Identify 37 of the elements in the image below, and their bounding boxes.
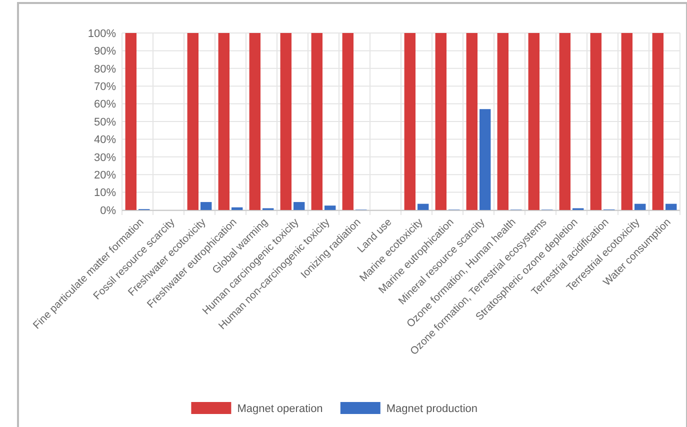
bar: [187, 33, 199, 210]
y-tick-label: 70%: [94, 80, 116, 93]
bar: [218, 33, 230, 210]
y-tick-label: 20%: [94, 169, 116, 182]
y-tick-label: 10%: [94, 187, 116, 200]
y-tick-label: 40%: [94, 134, 116, 146]
y-tick-label: 30%: [94, 152, 116, 164]
bar: [324, 206, 336, 210]
bar: [249, 33, 261, 210]
legend-label: Magnet operation: [237, 402, 323, 415]
bar: [125, 33, 137, 210]
bar: [479, 109, 491, 210]
bar: [466, 33, 478, 210]
bar: [231, 207, 243, 210]
legend-label: Magnet production: [386, 402, 478, 415]
bar: [559, 33, 571, 210]
bar: [590, 33, 602, 210]
bar: [280, 33, 292, 210]
bar: [404, 33, 416, 210]
bar: [621, 33, 633, 210]
y-tick-label: 90%: [94, 46, 116, 58]
bar: [652, 33, 664, 210]
bar: [311, 33, 323, 210]
bar: [342, 33, 354, 210]
bar: [435, 33, 447, 210]
y-tick-label: 80%: [94, 63, 116, 76]
bar: [528, 33, 540, 210]
bar: [634, 204, 646, 210]
bar: [200, 202, 212, 210]
y-tick-label: 50%: [94, 116, 116, 128]
bar: [293, 202, 305, 210]
y-tick-label: 60%: [94, 98, 116, 111]
bar: [497, 33, 509, 210]
bar: [417, 204, 429, 210]
y-tick-label: 100%: [88, 28, 116, 40]
bar: [665, 204, 677, 210]
y-tick-label: 0%: [100, 204, 116, 217]
